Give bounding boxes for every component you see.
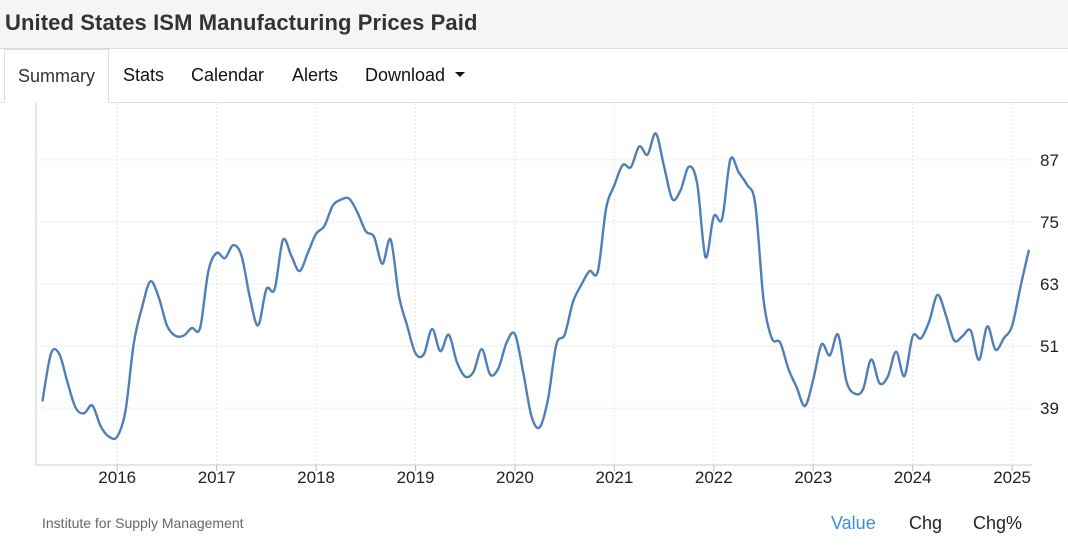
- y-tick-label: 87: [1040, 151, 1059, 170]
- tab-alerts[interactable]: Alerts: [292, 65, 339, 85]
- tab-calendar[interactable]: Calendar: [191, 65, 265, 85]
- chg-option[interactable]: Chg: [909, 513, 943, 533]
- x-tick-label: 2025: [993, 468, 1031, 487]
- x-tick-label: 2018: [297, 468, 335, 487]
- y-tick-label: 51: [1040, 337, 1059, 356]
- y-tick-label: 39: [1040, 399, 1059, 418]
- x-tick-label: 2017: [198, 468, 236, 487]
- chg-percent-option[interactable]: Chg%: [973, 513, 1023, 533]
- tab-download-label: Download: [365, 65, 446, 85]
- line-chart: 39 51 63 75 87 2016 2017 2018 2019 2020 2021 2022 20…: [35, 103, 1059, 487]
- caret-down-icon: [455, 72, 466, 78]
- tab-download[interactable]: Download: [365, 49, 466, 102]
- x-tick-label: 2021: [595, 468, 633, 487]
- value-option[interactable]: Value: [831, 513, 876, 533]
- y-tick-label: 63: [1040, 275, 1059, 294]
- x-tick-label: 2022: [695, 468, 733, 487]
- y-tick-label: 75: [1040, 213, 1059, 232]
- x-tick-label: 2020: [496, 468, 534, 487]
- x-tick-label: 2016: [98, 468, 136, 487]
- x-tick-label: 2019: [397, 468, 435, 487]
- source-label: Institute for Supply Management: [42, 515, 244, 531]
- tab-bar: Summary Stats Calendar Alerts Download: [0, 49, 1068, 103]
- series-line: [41, 132, 1030, 441]
- page-title: United States ISM Manufacturing Prices P…: [5, 10, 478, 35]
- tab-stats[interactable]: Stats: [123, 65, 165, 85]
- tab-summary[interactable]: Summary: [4, 49, 109, 103]
- x-tick-label: 2023: [794, 468, 832, 487]
- title-bar: United States ISM Manufacturing Prices P…: [0, 0, 1068, 49]
- x-tick-label: 2024: [894, 468, 932, 487]
